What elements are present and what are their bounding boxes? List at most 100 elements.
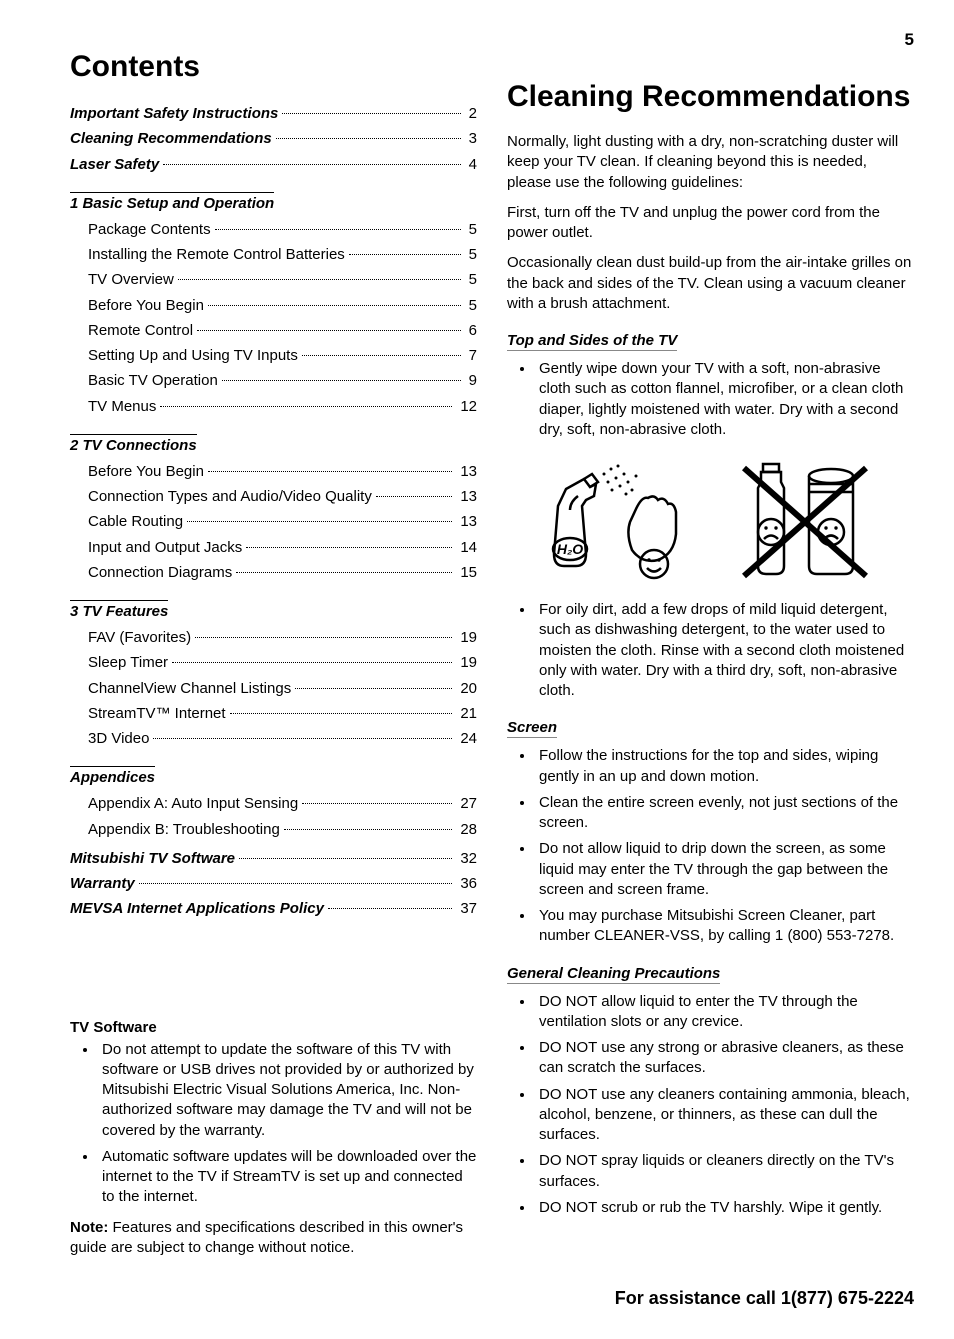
list-item: DO NOT spray liquids or cleaners directl… [535, 1151, 914, 1192]
toc-page: 5 [465, 243, 477, 266]
toc-label: Setting Up and Using TV Inputs [88, 344, 298, 367]
toc-label: Warranty [70, 872, 135, 895]
toc-page: 5 [465, 294, 477, 317]
toc-page: 15 [456, 561, 477, 584]
list-item: DO NOT scrub or rub the TV harshly. Wipe… [535, 1198, 914, 1218]
list-item: Clean the entire screen evenly, not just… [535, 793, 914, 834]
toc-line: Important Safety Instructions 2 [70, 102, 477, 125]
water-spray-icon: H₂O [546, 454, 696, 584]
toc-label: Before You Begin [88, 460, 204, 483]
toc-section-head: 2 TV Connections [70, 434, 197, 454]
list-item: Do not allow liquid to drip down the scr… [535, 839, 914, 900]
toc-label: FAV (Favorites) [88, 626, 191, 649]
toc-label: MEVSA Internet Applications Policy [70, 897, 324, 920]
list-item: DO NOT allow liquid to enter the TV thro… [535, 992, 914, 1033]
cleaning-illustration: H₂O [507, 454, 914, 584]
paragraph: First, turn off the TV and unplug the po… [507, 203, 914, 244]
note: Note: Features and specifications descri… [70, 1218, 477, 1259]
toc-page: 32 [456, 847, 477, 870]
list-item: Follow the instructions for the top and … [535, 746, 914, 787]
toc-label: Before You Begin [88, 294, 204, 317]
toc-section-items: Package Contents 5 Installing the Remote … [70, 218, 477, 418]
cleaning-title: Cleaning Recommendations [507, 80, 914, 114]
toc-section-head: 3 TV Features [70, 600, 168, 620]
toc-label: Input and Output Jacks [88, 536, 242, 559]
toc-dots [282, 113, 460, 114]
toc-page: 19 [456, 651, 477, 674]
list-item: DO NOT use any strong or abrasive cleane… [535, 1038, 914, 1079]
toc-label: Appendix A: Auto Input Sensing [88, 792, 298, 815]
toc-label: Basic TV Operation [88, 369, 218, 392]
list-item: Do not attempt to update the software of… [98, 1040, 477, 1141]
toc-page: 6 [465, 319, 477, 342]
after-image-list: For oily dirt, add a few drops of mild l… [507, 600, 914, 701]
toc-page: 13 [456, 485, 477, 508]
toc-back-matter: Mitsubishi TV Software 32 Warranty 36 MEVS… [70, 847, 477, 921]
toc-page: 24 [456, 727, 477, 750]
top-sides-list: Gently wipe down your TV with a soft, no… [507, 359, 914, 440]
tv-software-list: Do not attempt to update the software of… [70, 1040, 477, 1208]
toc-page: 13 [456, 460, 477, 483]
toc-label: Remote Control [88, 319, 193, 342]
toc-page: 20 [456, 677, 477, 700]
toc-section-items: Before You Begin 13 Connection Types and … [70, 460, 477, 584]
toc-page: 5 [465, 268, 477, 291]
toc-label: Sleep Timer [88, 651, 168, 674]
toc-page: 36 [456, 872, 477, 895]
toc-label: Cleaning Recommendations [70, 127, 272, 150]
contents-title: Contents [70, 50, 477, 84]
toc-page: 4 [465, 153, 477, 176]
toc-label: Connection Types and Audio/Video Quality [88, 485, 372, 508]
toc-page: 7 [465, 344, 477, 367]
toc-section-items: FAV (Favorites) 19 Sleep Timer 19 ChannelV… [70, 626, 477, 750]
toc-label: Mitsubishi TV Software [70, 847, 235, 870]
toc-page: 2 [465, 102, 477, 125]
toc-page: 19 [456, 626, 477, 649]
toc-label: Connection Diagrams [88, 561, 232, 584]
toc-page: 37 [456, 897, 477, 920]
toc-dots [163, 164, 460, 165]
toc-page: 27 [456, 792, 477, 815]
note-label: Note: [70, 1219, 108, 1236]
page-number: 5 [905, 30, 914, 50]
list-item: For oily dirt, add a few drops of mild l… [535, 600, 914, 701]
screen-list: Follow the instructions for the top and … [507, 746, 914, 946]
toc-page: 13 [456, 510, 477, 533]
toc-dots [276, 138, 461, 139]
toc-line: Cleaning Recommendations 3 [70, 127, 477, 150]
list-item: Automatic software updates will be downl… [98, 1147, 477, 1208]
toc-label: Cable Routing [88, 510, 183, 533]
list-item: DO NOT use any cleaners containing ammon… [535, 1085, 914, 1146]
toc-page: 3 [465, 127, 477, 150]
toc-label: Package Contents [88, 218, 211, 241]
toc-section-head: Appendices [70, 766, 155, 786]
precautions-list: DO NOT allow liquid to enter the TV thro… [507, 992, 914, 1219]
paragraph: Normally, light dusting with a dry, non-… [507, 132, 914, 193]
toc-line: Laser Safety 4 [70, 153, 477, 176]
toc-label: StreamTV™ Internet [88, 702, 226, 725]
paragraph: Occasionally clean dust build-up from th… [507, 253, 914, 314]
toc-label: Installing the Remote Control Batteries [88, 243, 345, 266]
list-item: You may purchase Mitsubishi Screen Clean… [535, 906, 914, 947]
left-column: Contents Important Safety Instructions 2… [70, 30, 477, 1258]
h2o-label: H₂O [556, 541, 582, 557]
top-sides-heading: Top and Sides of the TV [507, 332, 677, 351]
toc-page: 21 [456, 702, 477, 725]
note-text: Features and specifications described in… [70, 1219, 463, 1256]
toc-page: 14 [456, 536, 477, 559]
precautions-heading: General Cleaning Precautions [507, 965, 720, 984]
toc-label: ChannelView Channel Listings [88, 677, 291, 700]
toc-page: 9 [465, 369, 477, 392]
toc-label: TV Overview [88, 268, 174, 291]
toc-page: 28 [456, 818, 477, 841]
toc-label: Important Safety Instructions [70, 102, 278, 125]
list-item: Gently wipe down your TV with a soft, no… [535, 359, 914, 440]
toc-label: 3D Video [88, 727, 149, 750]
toc-label: TV Menus [88, 395, 156, 418]
right-column: Cleaning Recommendations Normally, light… [507, 30, 914, 1258]
screen-heading: Screen [507, 719, 557, 738]
toc-label: Appendix B: Troubleshooting [88, 818, 280, 841]
tv-software-heading: TV Software [70, 1019, 477, 1036]
no-chemicals-icon [726, 454, 876, 584]
toc-page: 12 [456, 395, 477, 418]
